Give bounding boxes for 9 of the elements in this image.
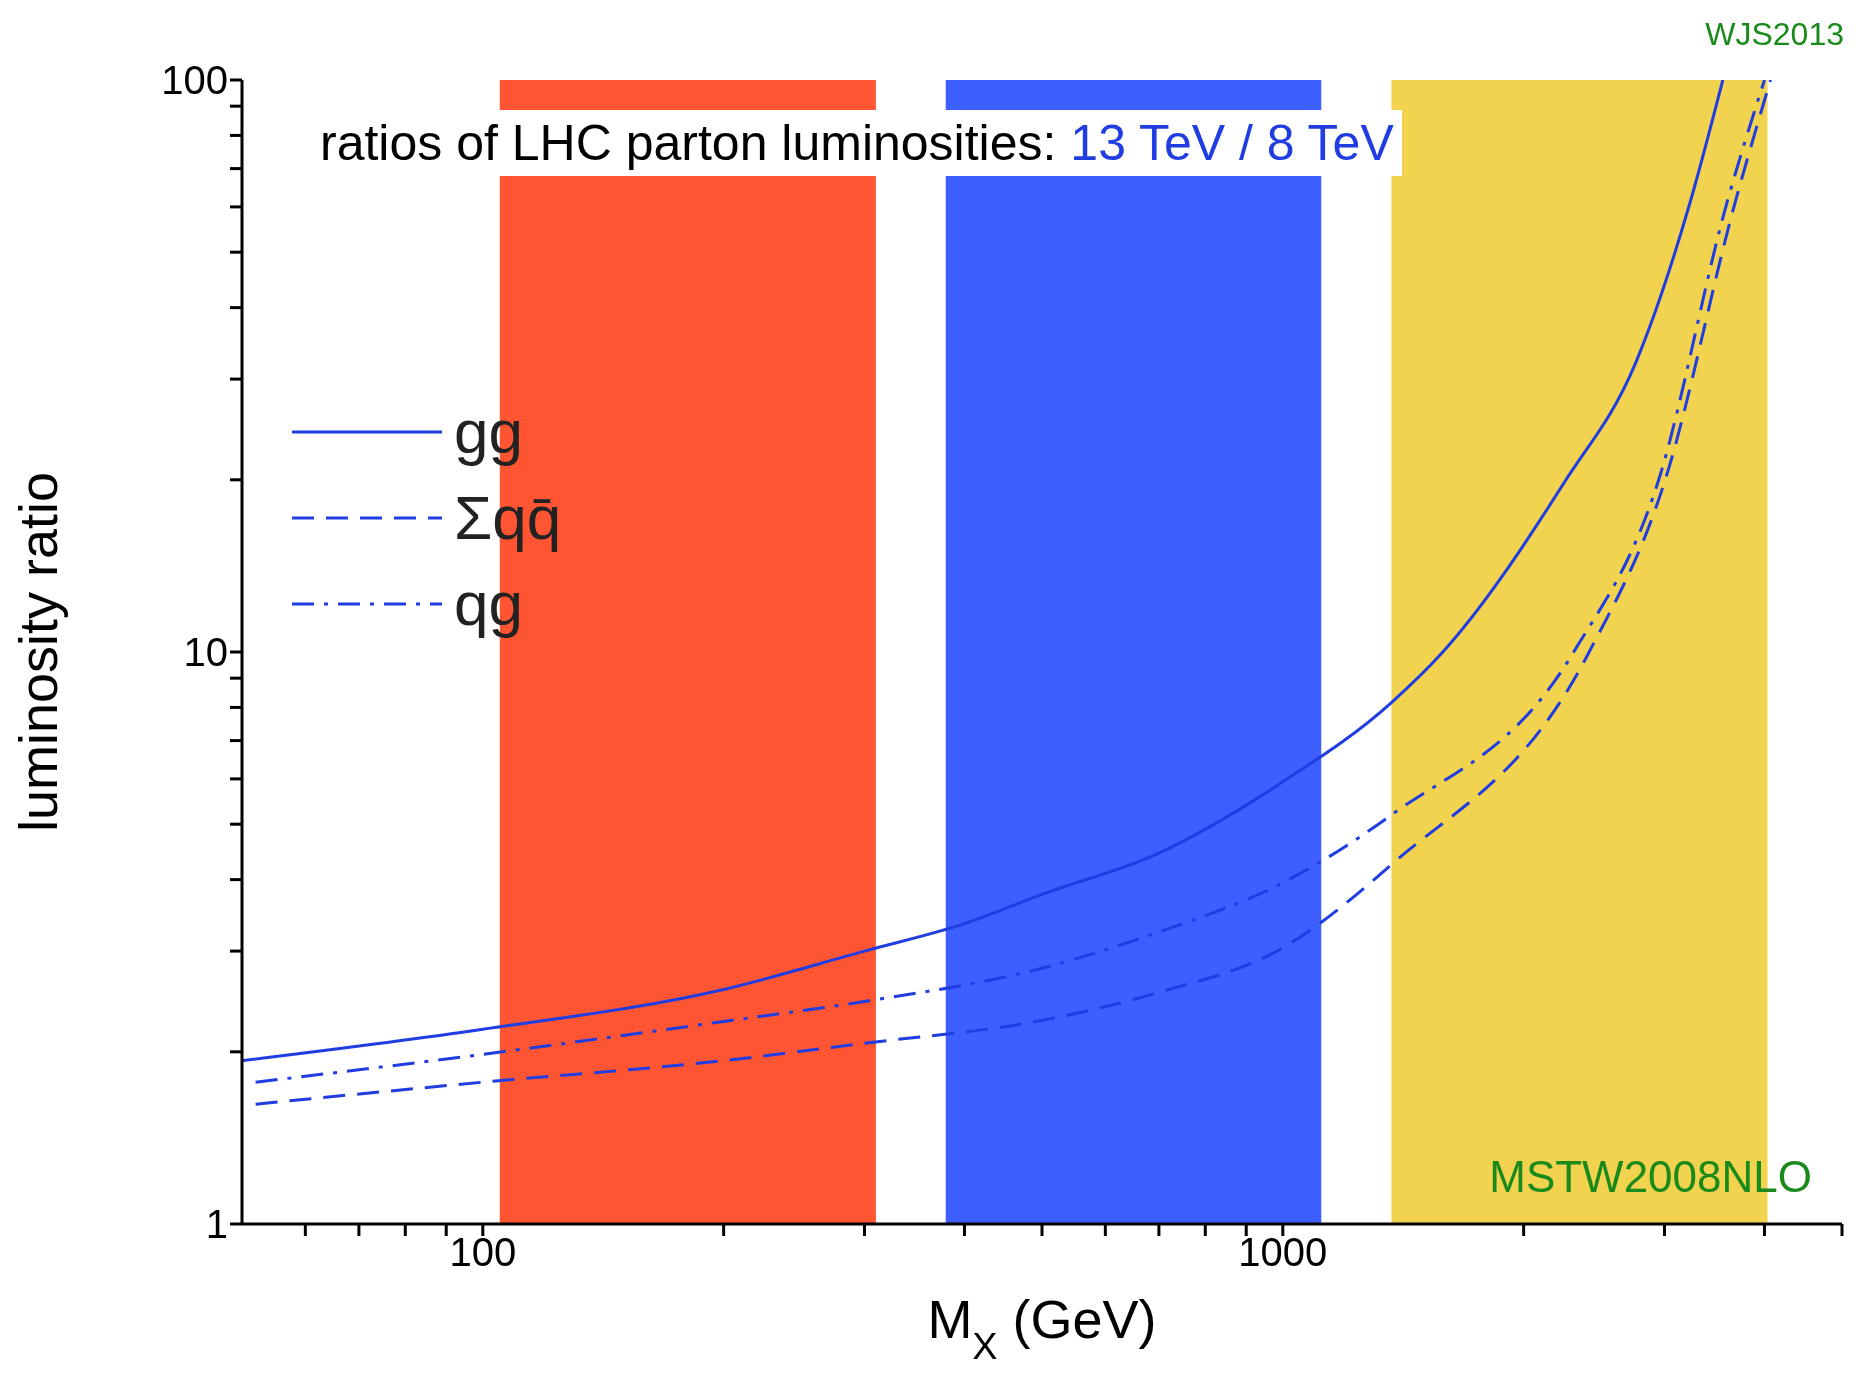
- y-axis-title: luminosity ratio: [8, 471, 69, 833]
- x-axis-title: M$_{X}$ (GeV): [927, 1289, 1157, 1367]
- y-tick-label: 1: [205, 1202, 228, 1247]
- y-tick-label: 10: [183, 630, 228, 675]
- text: ratios of LHC parton luminosities:: [320, 115, 1057, 171]
- y-tick-label: 100: [161, 58, 228, 103]
- text: WJS2013: [1705, 16, 1844, 53]
- text: 13 TeV / 8 TeV: [1070, 115, 1394, 171]
- x-tick-label: 1000: [1238, 1230, 1328, 1275]
